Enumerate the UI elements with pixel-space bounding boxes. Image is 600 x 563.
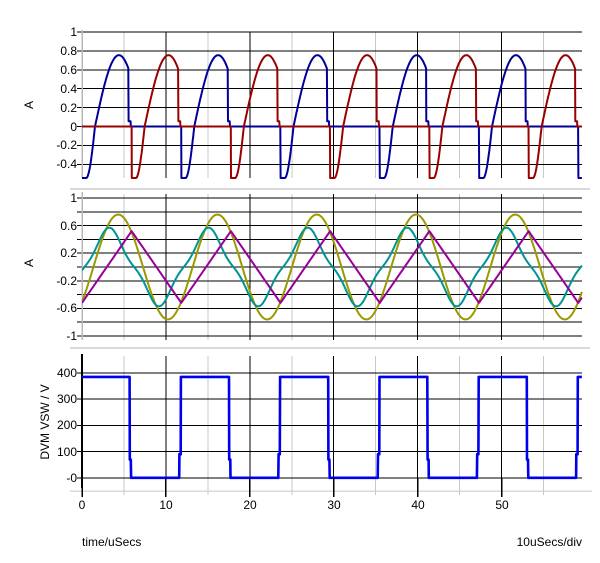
y-tick-label: -0 bbox=[66, 471, 77, 485]
x-scale-per-div: 10uSecs/div bbox=[516, 535, 582, 549]
y-tick-label: 0.2 bbox=[60, 101, 77, 115]
x-tick-label: 10 bbox=[159, 498, 173, 512]
x-tick-label: 20 bbox=[243, 498, 257, 512]
trace-rectified-current-phase1 bbox=[82, 54, 583, 179]
y-tick-label: 0.2 bbox=[60, 246, 77, 260]
y-tick-label: 0.6 bbox=[60, 219, 77, 233]
y-tick-label: 100 bbox=[56, 445, 77, 459]
y-tick-label: 200 bbox=[56, 418, 77, 432]
y-tick-label: 0.8 bbox=[60, 44, 77, 58]
trace-rectified-current-phase2 bbox=[82, 54, 583, 179]
trace-output-current-sine bbox=[82, 213, 583, 321]
y-tick-label: 1 bbox=[70, 191, 77, 205]
panel1-y-axis-title: A bbox=[22, 100, 36, 110]
trace-switch-node-voltage-square bbox=[82, 375, 583, 480]
y-tick-label: -0.4 bbox=[56, 157, 77, 171]
y-tick-label: 1 bbox=[70, 25, 77, 39]
y-tick-label: -0.6 bbox=[56, 301, 77, 315]
x-tick-label: 40 bbox=[411, 498, 425, 512]
x-tick-label: 50 bbox=[495, 498, 509, 512]
x-axis-title: time/uSecs bbox=[82, 535, 142, 549]
y-tick-label: 0.4 bbox=[60, 82, 77, 96]
panel2-y-axis-title: A bbox=[22, 258, 36, 268]
y-tick-label: 300 bbox=[56, 392, 77, 406]
y-tick-label: 0 bbox=[70, 120, 77, 134]
y-tick-label: -0.2 bbox=[56, 138, 77, 152]
trace-magnetizing-current-triangle bbox=[82, 230, 583, 304]
trace-resonant-tank-current bbox=[82, 226, 583, 308]
y-tick-label: -0.2 bbox=[56, 274, 77, 288]
y-tick-label: 400 bbox=[56, 366, 77, 380]
y-tick-label: 0.6 bbox=[60, 63, 77, 77]
y-tick-label: -1 bbox=[66, 329, 77, 343]
x-tick-label: 0 bbox=[78, 498, 86, 512]
x-tick-label: 30 bbox=[327, 498, 341, 512]
